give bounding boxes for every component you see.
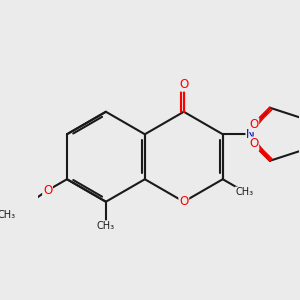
Text: O: O bbox=[179, 195, 188, 208]
Text: O: O bbox=[249, 137, 258, 150]
Text: N: N bbox=[246, 128, 255, 141]
Text: O: O bbox=[249, 118, 258, 131]
Text: CH₃: CH₃ bbox=[236, 187, 253, 197]
Text: O: O bbox=[43, 184, 52, 197]
Text: CH₃: CH₃ bbox=[0, 210, 15, 220]
Text: CH₃: CH₃ bbox=[97, 221, 115, 231]
Text: O: O bbox=[179, 78, 188, 91]
